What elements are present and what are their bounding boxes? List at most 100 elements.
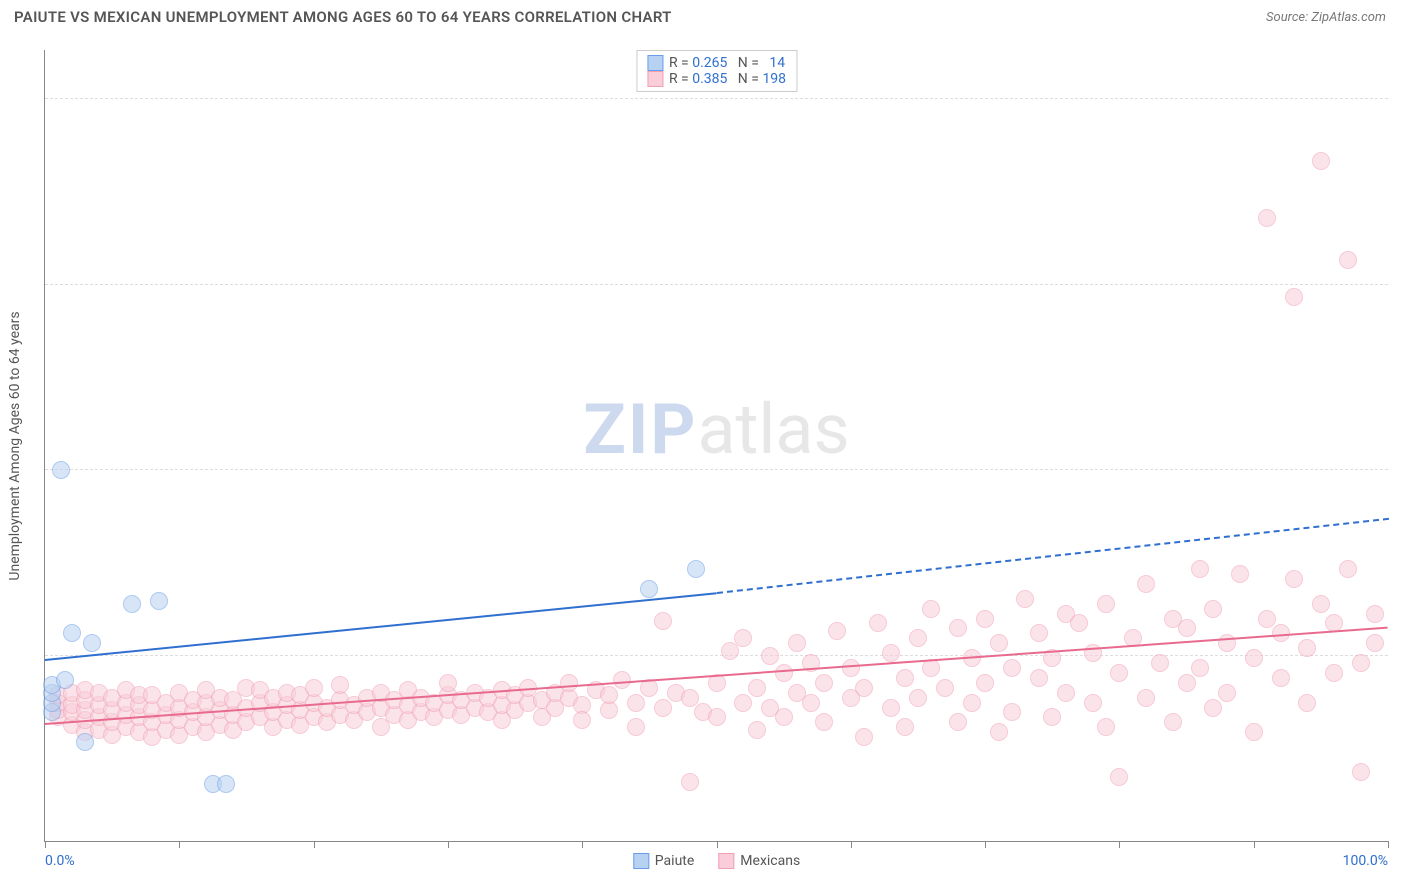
point-mexicans — [1325, 664, 1343, 682]
point-mexicans — [1204, 600, 1222, 618]
point-mexicans — [331, 676, 349, 694]
gridline — [45, 98, 1388, 99]
point-mexicans — [1285, 288, 1303, 306]
point-mexicans — [1298, 694, 1316, 712]
point-mexicans — [949, 619, 967, 637]
point-mexicans — [1043, 708, 1061, 726]
y-tick-label: 15.0% — [1393, 446, 1406, 462]
point-mexicans — [708, 708, 726, 726]
point-mexicans — [1339, 251, 1357, 269]
point-mexicans — [627, 718, 645, 736]
point-mexicans — [1084, 694, 1102, 712]
point-mexicans — [828, 622, 846, 640]
point-mexicans — [775, 664, 793, 682]
point-mexicans — [1016, 590, 1034, 608]
point-mexicans — [1204, 699, 1222, 717]
point-mexicans — [748, 721, 766, 739]
point-mexicans — [573, 711, 591, 729]
x-tick — [582, 841, 583, 848]
point-mexicans — [855, 679, 873, 697]
x-tick — [1388, 841, 1389, 848]
point-mexicans — [1110, 664, 1128, 682]
point-mexicans — [1339, 560, 1357, 578]
point-mexicans — [1030, 669, 1048, 687]
y-tick-label: 22.5% — [1393, 261, 1406, 277]
point-mexicans — [882, 644, 900, 662]
legend-item: Paiute — [633, 853, 695, 869]
trendline-paiute — [45, 592, 717, 661]
point-mexicans — [976, 610, 994, 628]
x-tick — [1119, 841, 1120, 848]
point-mexicans — [1178, 619, 1196, 637]
point-mexicans — [949, 713, 967, 731]
point-mexicans — [1258, 610, 1276, 628]
point-paiute — [56, 671, 74, 689]
point-mexicans — [1245, 649, 1263, 667]
point-mexicans — [1231, 565, 1249, 583]
point-mexicans — [842, 659, 860, 677]
point-mexicans — [560, 674, 578, 692]
x-tick — [985, 841, 986, 848]
point-mexicans — [748, 679, 766, 697]
point-mexicans — [1285, 570, 1303, 588]
y-tick-label: 30.0% — [1393, 75, 1406, 91]
x-tick — [314, 841, 315, 848]
point-mexicans — [761, 647, 779, 665]
point-mexicans — [815, 674, 833, 692]
series-legend: Paiute Mexicans — [633, 853, 800, 869]
point-mexicans — [1218, 684, 1236, 702]
point-mexicans — [1137, 575, 1155, 593]
point-paiute — [687, 560, 705, 578]
point-mexicans — [882, 699, 900, 717]
point-mexicans — [1272, 669, 1290, 687]
point-mexicans — [936, 679, 954, 697]
point-paiute — [83, 634, 101, 652]
point-mexicans — [1057, 684, 1075, 702]
x-tick — [448, 841, 449, 848]
point-mexicans — [1178, 674, 1196, 692]
point-mexicans — [734, 629, 752, 647]
point-mexicans — [439, 674, 457, 692]
point-mexicans — [1191, 659, 1209, 677]
point-mexicans — [855, 728, 873, 746]
point-mexicans — [922, 600, 940, 618]
legend-label: Paiute — [655, 853, 695, 869]
point-mexicans — [305, 679, 323, 697]
scatter-plot: Unemployment Among Ages 60 to 64 years Z… — [44, 50, 1388, 842]
point-mexicans — [976, 674, 994, 692]
point-mexicans — [1258, 209, 1276, 227]
gridline — [45, 655, 1388, 656]
legend-stats: R = 0.265 N = 14 — [669, 55, 785, 71]
legend-label: Mexicans — [740, 853, 800, 869]
correlation-legend: R = 0.265 N = 14R = 0.385 N = 198 — [636, 50, 797, 92]
point-mexicans — [1110, 768, 1128, 786]
point-mexicans — [963, 694, 981, 712]
point-mexicans — [909, 689, 927, 707]
point-mexicans — [909, 629, 927, 647]
x-tick — [717, 841, 718, 848]
point-mexicans — [1003, 659, 1021, 677]
point-mexicans — [1164, 713, 1182, 731]
point-mexicans — [1003, 703, 1021, 721]
point-paiute — [150, 592, 168, 610]
point-mexicans — [734, 694, 752, 712]
point-mexicans — [1191, 560, 1209, 578]
point-paiute — [63, 624, 81, 642]
x-tick — [45, 841, 46, 848]
gridline — [45, 469, 1388, 470]
point-mexicans — [1352, 763, 1370, 781]
point-mexicans — [1070, 614, 1088, 632]
point-mexicans — [815, 713, 833, 731]
point-mexicans — [1312, 595, 1330, 613]
x-axis-label: 0.0% — [45, 853, 75, 869]
point-mexicans — [896, 718, 914, 736]
source-label: Source: ZipAtlas.com — [1266, 10, 1386, 25]
y-tick-label: 7.5% — [1393, 632, 1406, 648]
point-mexicans — [1298, 639, 1316, 657]
point-mexicans — [788, 634, 806, 652]
point-mexicans — [1137, 689, 1155, 707]
point-mexicans — [1312, 152, 1330, 170]
point-paiute — [52, 461, 70, 479]
point-mexicans — [1245, 723, 1263, 741]
legend-item: Mexicans — [718, 853, 800, 869]
